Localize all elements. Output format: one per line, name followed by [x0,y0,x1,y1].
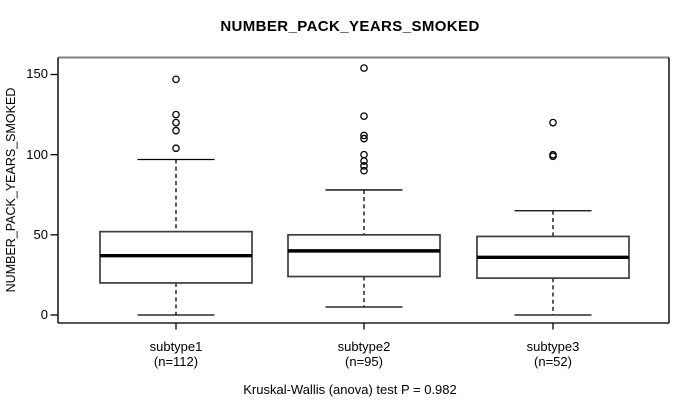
y-tick-label-50: 50 [33,227,48,242]
group-name: subtype1 [149,339,203,354]
outlier-point-subtype1 [172,118,180,127]
outlier-point-subtype1 [172,144,180,153]
outlier-point-subtype2 [360,134,368,143]
x-group-label-subtype2: subtype2 (n=95) [294,339,434,369]
x-group-label-subtype1: subtype1 (n=112) [106,339,246,369]
group-n: (n=95) [345,354,383,369]
outlier-point-subtype2 [360,162,368,170]
group-name: subtype2 [337,339,391,354]
outlier-point-subtype3 [549,118,557,127]
y-tick-label-150: 150 [26,66,48,81]
chart-title: NUMBER_PACK_YEARS_SMOKED [220,18,480,35]
outlier-point-subtype1 [172,110,180,119]
outlier-point-subtype2 [360,112,368,121]
outlier-point-subtype2 [360,166,368,175]
x-group-label-subtype3: subtype3 (n=52) [483,339,623,369]
outlier-point-subtype2 [360,150,368,159]
stat-test-caption: Kruskal-Wallis (anova) test P = 0.982 [243,382,457,397]
group-n: (n=112) [153,354,199,369]
iqr-box-subtype2 [287,233,441,278]
outlier-point-subtype2 [360,64,368,72]
outlier-point-subtype1 [172,75,180,84]
outlier-point-subtype3 [549,150,557,159]
y-tick-label-0: 0 [40,307,48,322]
group-n: (n=52) [534,354,572,369]
group-name: subtype3 [526,339,580,354]
outlier-point-subtype2 [360,131,368,140]
outlier-point-subtype1 [172,126,180,135]
y-tick-label-100: 100 [26,147,48,162]
